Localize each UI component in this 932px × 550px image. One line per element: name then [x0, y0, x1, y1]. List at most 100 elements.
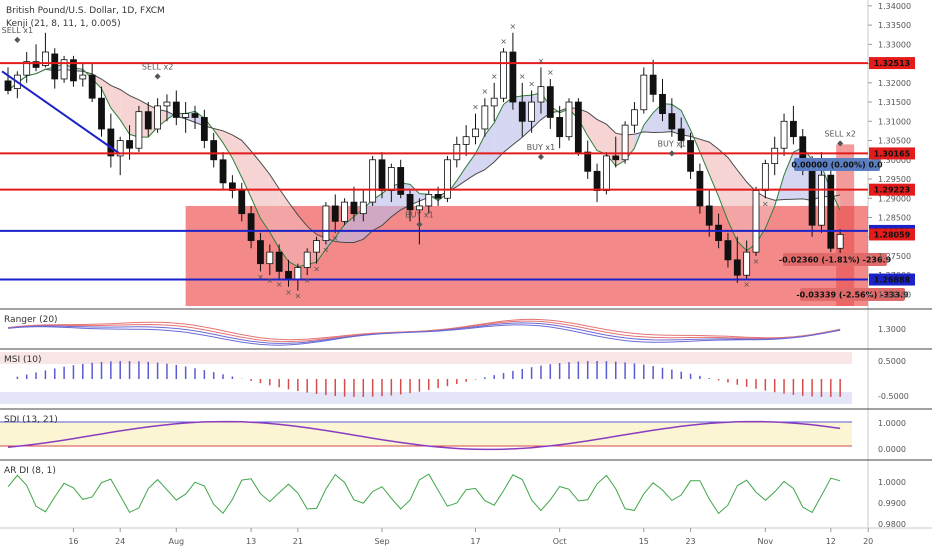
time-axis-label: Aug	[168, 537, 184, 546]
time-axis-label: 13	[246, 537, 256, 546]
msi-axis-label: 0.5000	[878, 357, 906, 366]
ma-cloud-segment	[709, 142, 719, 197]
candle-up	[313, 240, 320, 253]
buy-cross-icon: ×	[481, 87, 488, 96]
candle-down	[696, 170, 704, 207]
candle-up	[780, 120, 788, 149]
signal-label: SELL x2	[142, 62, 173, 71]
price-axis-label: 1.33500	[878, 21, 911, 30]
ma-cloud-segment	[269, 174, 280, 249]
candle-up	[472, 128, 479, 138]
signal-label: SELL x2	[824, 130, 855, 139]
time-axis-label: 17	[470, 537, 480, 546]
candle-down	[406, 194, 414, 211]
candle-up	[836, 234, 844, 249]
candle-up	[182, 113, 190, 118]
indicator-panels-layer	[0, 318, 852, 515]
signal-label: BUY x1	[527, 143, 556, 152]
time-axis-label: Sep	[374, 537, 389, 546]
overlay-layer: × × ×× ×××××××××××××××××SELL x1◆SELL x2◆BUY…	[0, 22, 909, 301]
candle-up	[537, 86, 545, 103]
candle-up	[42, 51, 49, 66]
buy-cross-icon: ×	[500, 37, 507, 46]
candle-down	[126, 140, 133, 149]
candle-down	[827, 174, 835, 249]
candle-down	[32, 61, 40, 68]
level-price-tag	[869, 273, 915, 286]
candle-down	[257, 240, 264, 265]
candle-down	[659, 93, 666, 114]
signal-diamond-icon: ◆	[669, 148, 676, 157]
buy-cross-icon: ×	[472, 103, 479, 112]
candle-up	[631, 109, 638, 126]
sell-cross-icon: ×	[323, 245, 330, 254]
candle-up	[163, 101, 171, 107]
candle-up	[481, 105, 489, 130]
candle-down	[247, 213, 255, 241]
ma-cloud-segment	[335, 224, 345, 243]
candle-down	[705, 205, 713, 226]
indicator-title: Kenji (21, 8, 11, 1, 0.005)	[6, 19, 121, 29]
candle-down	[715, 224, 722, 241]
time-axis-label: 12	[826, 537, 836, 546]
candle-down	[331, 205, 339, 222]
level-price-tag	[869, 57, 915, 70]
candle-down	[574, 101, 582, 153]
measure-label-box	[800, 288, 905, 301]
sell-cross-icon: ×	[276, 280, 283, 289]
price-axis-label: 1.27500	[878, 252, 911, 261]
candle-down	[808, 167, 816, 226]
sell-cross-icon: ×	[332, 234, 339, 243]
price-axis-label: 1.33000	[878, 40, 911, 49]
candle-down	[584, 151, 592, 172]
ma-cloud-segment	[260, 162, 270, 233]
candle-up	[79, 74, 87, 80]
price-axis-label: 1.34000	[878, 2, 911, 11]
measure-label-text: 0.00000 (0.00%) 0.0	[791, 161, 883, 170]
ranger-axis-label: 1.3000	[878, 325, 906, 334]
time-axis-label: 20	[863, 537, 873, 546]
time-axis-label: 15	[639, 537, 649, 546]
candle-down	[4, 80, 12, 91]
time-axis-label: 21	[293, 537, 303, 546]
ma-cloud-segment	[232, 134, 242, 178]
level-price-label: 1.30165	[874, 149, 911, 158]
candle-up	[154, 105, 162, 130]
candle-up	[490, 97, 498, 107]
msi-lower-band	[0, 392, 852, 404]
candle-up	[818, 174, 825, 226]
sell-cross-icon: ×	[313, 265, 320, 274]
chart-title: British Pound/U.S. Dollar, 1D, FXCM	[6, 6, 165, 16]
ma-cloud-segment	[372, 193, 382, 231]
candle-up	[771, 147, 779, 165]
price-axis-label: 1.30500	[878, 137, 911, 146]
candle-down	[70, 59, 77, 82]
ma-cloud-segment	[279, 188, 289, 262]
signal-label: BUY x1	[405, 210, 434, 219]
sell-cross-icon: ×	[304, 276, 311, 285]
candle-up	[462, 136, 470, 145]
candle-up	[565, 101, 573, 138]
level-price-label: 1.29223	[874, 186, 910, 195]
ma-cloud-segment	[765, 197, 775, 229]
candle-up	[322, 205, 330, 241]
candle-up	[341, 201, 349, 222]
candle-up	[453, 143, 461, 161]
time-axis-label: 16	[68, 537, 78, 546]
price-axis-label: 1.28500	[878, 213, 911, 222]
ma-cloud-segment	[727, 157, 738, 242]
candle-up	[761, 163, 769, 191]
candle-up	[603, 155, 610, 191]
level-price-label: 1.32513	[874, 59, 910, 68]
candle-down	[612, 155, 620, 161]
candle-down	[378, 159, 386, 191]
ma-cloud-segment	[503, 97, 513, 153]
sdi-line	[7, 420, 841, 451]
candle-up	[116, 140, 124, 157]
candle-up	[266, 251, 274, 265]
measure-label-box	[783, 253, 887, 266]
candle-up	[752, 190, 760, 253]
price-axis-label: 1.26500	[878, 290, 911, 299]
candle-up	[23, 61, 31, 76]
